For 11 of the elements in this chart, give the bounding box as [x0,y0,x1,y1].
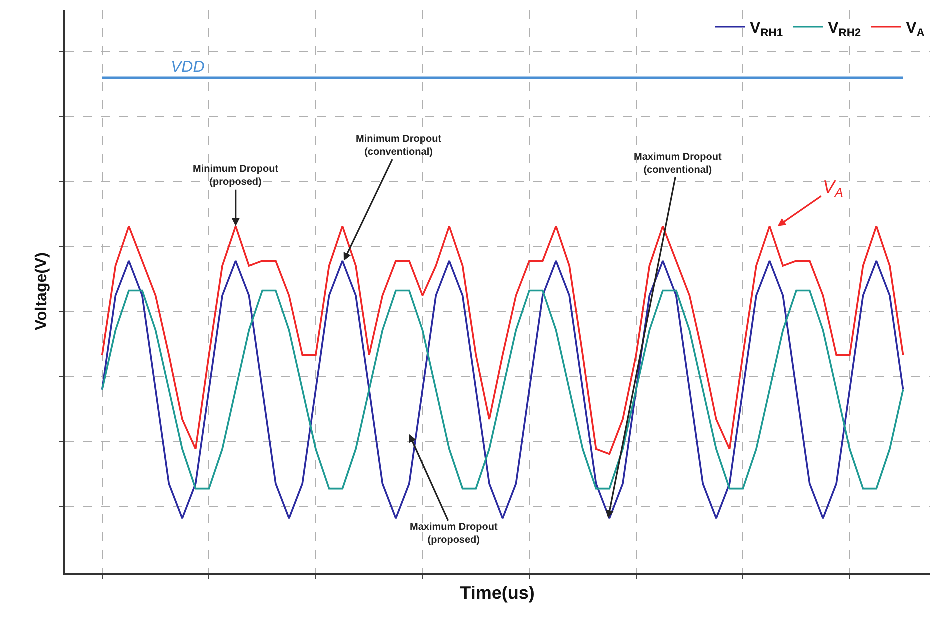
y-axis-title: Voltage(V) [33,252,50,330]
annotation: Minimum Dropout (proposed) [193,164,280,188]
series-label: VDD [171,59,206,76]
legend-label: V$_{A}$ [906,20,925,40]
annotation: V$_{A}$ [823,177,844,200]
annotation: Maximum Dropout (proposed) [410,522,498,546]
annotation: Maximum Dropout (conventional) [634,152,722,176]
annotation: Minimum Dropout (conventional) [356,134,442,158]
legend-label: V$_{RH1}$ [750,20,784,40]
legend-label: V$_{RH2}$ [828,20,862,40]
x-axis-title: Time(us) [460,583,535,603]
